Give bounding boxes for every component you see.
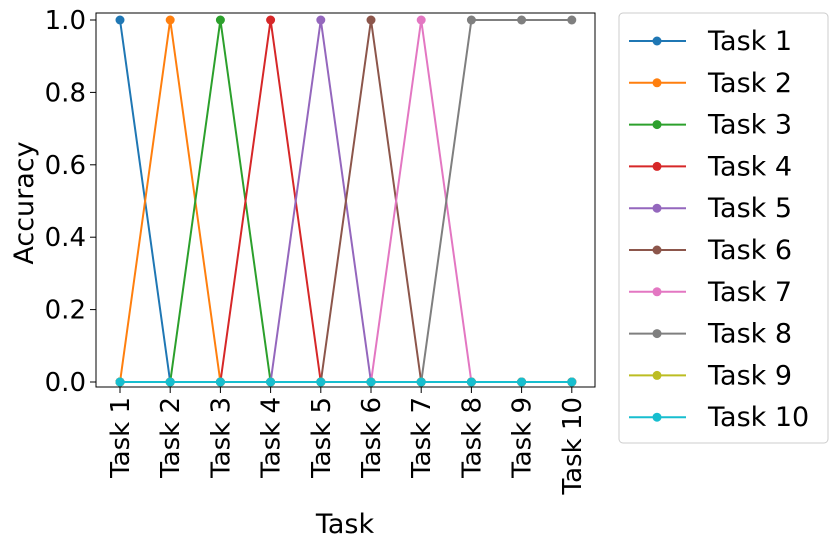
legend-marker: [652, 329, 662, 339]
legend-item: Task 4: [629, 151, 792, 182]
data-point: [115, 15, 125, 25]
y-axis-label: Accuracy: [9, 141, 40, 264]
legend-label: Task 7: [707, 277, 792, 308]
data-point: [416, 377, 426, 387]
legend-item: Task 3: [629, 110, 792, 141]
x-tick-label: Task 10: [558, 397, 588, 495]
x-tick-label: Task 6: [357, 397, 387, 479]
legend-item: Task 8: [629, 319, 792, 350]
legend-item: Task 7: [629, 277, 792, 308]
plot-area-frame: [95, 12, 596, 388]
data-point: [466, 377, 476, 387]
x-tick-label: Task 1: [106, 397, 136, 479]
y-tick-label: 0.0: [45, 368, 86, 398]
legend-item: Task 5: [629, 193, 792, 224]
legend-box: [618, 12, 829, 444]
y-tick-label: 0.4: [45, 223, 86, 253]
x-tick-label: Task 7: [407, 397, 437, 479]
legend: Task 1 Task 2 Task 3 Task 4 Task 5 Task 6 Task…: [618, 12, 829, 444]
data-point: [215, 15, 225, 25]
legend-marker: [652, 287, 662, 297]
data-point: [416, 15, 426, 25]
legend-item: Task 2: [629, 68, 792, 99]
legend-marker: [652, 120, 662, 130]
data-point: [266, 15, 276, 25]
data-point: [517, 15, 527, 25]
data-point: [366, 377, 376, 387]
data-point: [266, 377, 276, 387]
x-tick-label: Task 9: [508, 397, 538, 479]
series-6: [115, 15, 577, 387]
legend-label: Task 3: [707, 110, 792, 141]
legend-label: Task 1: [707, 26, 792, 57]
x-tick-label: Task 5: [307, 397, 337, 479]
x-tick-label: Task 4: [257, 397, 287, 479]
legend-label: Task 10: [707, 402, 809, 433]
y-tick-label: 0.8: [45, 78, 86, 108]
x-axis-label: Task: [315, 509, 375, 540]
legend-label: Task 8: [707, 319, 792, 350]
legend-label: Task 2: [707, 68, 792, 99]
data-point: [466, 15, 476, 25]
legend-item: Task 6: [629, 235, 792, 266]
series-10: [115, 377, 577, 387]
legend-marker: [652, 370, 662, 380]
legend-item: Task 1: [629, 26, 792, 57]
data-point: [215, 377, 225, 387]
legend-label: Task 4: [707, 151, 792, 182]
y-tick-label: 0.6: [45, 151, 86, 181]
axes-layer: 0.0 0.2 0.4 0.6 0.8 1.0 Task 1 Task 2 Task 3 Task…: [45, 6, 588, 495]
data-point: [517, 377, 527, 387]
legend-marker: [652, 412, 662, 422]
data-point: [567, 377, 577, 387]
legend-label: Task 6: [707, 235, 792, 266]
x-tick-label: Task 2: [156, 397, 186, 479]
legend-label: Task 5: [707, 193, 792, 224]
data-point: [567, 15, 577, 25]
legend-label: Task 9: [707, 360, 792, 391]
legend-marker: [652, 78, 662, 88]
data-point: [165, 377, 175, 387]
data-point: [366, 15, 376, 25]
legend-marker: [652, 36, 662, 46]
data-point: [316, 377, 326, 387]
y-tick-label: 0.2: [45, 296, 86, 326]
legend-marker: [652, 203, 662, 213]
legend-item: Task 10: [629, 402, 809, 433]
series-layer: [115, 15, 577, 387]
data-point: [115, 377, 125, 387]
x-tick-label: Task 8: [457, 397, 487, 479]
legend-item: Task 9: [629, 360, 792, 391]
data-point: [316, 15, 326, 25]
legend-marker: [652, 161, 662, 171]
x-tick-label: Task 3: [206, 397, 236, 479]
legend-marker: [652, 245, 662, 255]
series-line: [120, 19, 572, 383]
data-point: [165, 15, 175, 25]
y-tick-label: 1.0: [45, 6, 86, 36]
